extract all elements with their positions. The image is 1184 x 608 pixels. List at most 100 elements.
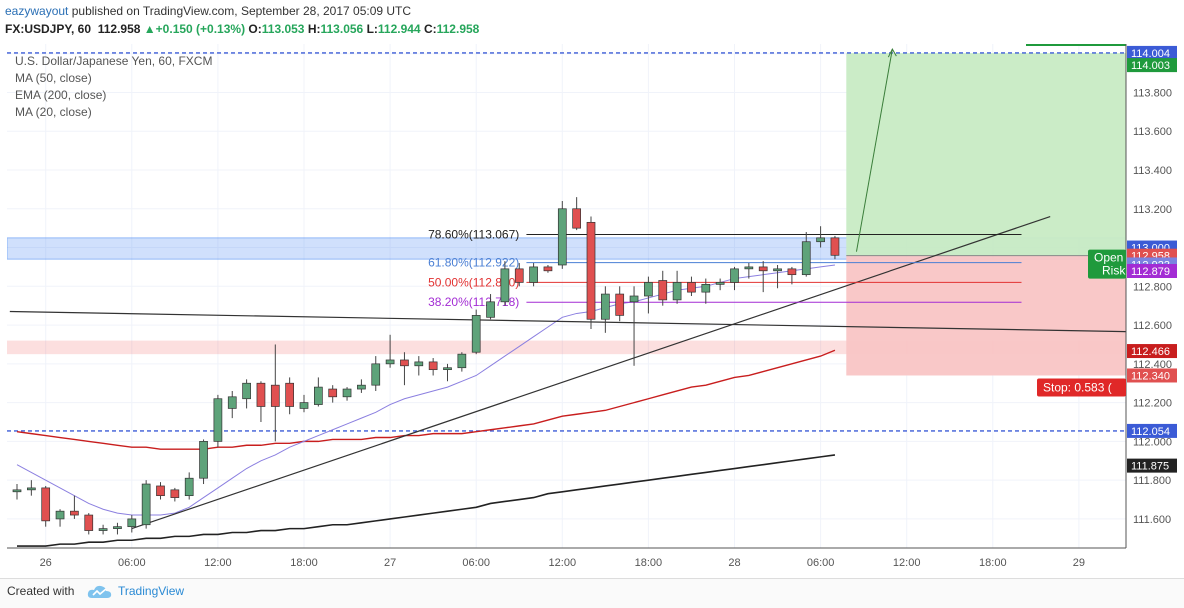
candle	[199, 439, 208, 485]
candle-body	[672, 282, 682, 301]
price-label-text: 114.003	[1131, 60, 1170, 72]
price-tick-label: 113.400	[1133, 165, 1172, 177]
projection-arrow	[855, 49, 893, 252]
candle-body	[98, 528, 108, 531]
candle-body	[658, 280, 668, 301]
candle	[744, 263, 754, 279]
candle-body	[314, 386, 323, 405]
price-label-text: 111.875	[1131, 461, 1169, 473]
price-tick-label: 111.600	[1133, 514, 1171, 526]
price-label-box: 112.054	[1127, 423, 1177, 438]
candle	[127, 515, 137, 533]
candle-body	[299, 402, 309, 409]
candle	[12, 484, 22, 500]
projection-arrowhead	[887, 48, 897, 58]
candle-body	[342, 388, 352, 398]
candle-body	[328, 388, 338, 398]
time-tick-label: 06:00	[462, 557, 490, 569]
time-tick-label: 18:00	[635, 557, 663, 569]
time-tick-label: 12:00	[549, 557, 577, 569]
price-tick-label: 113.800	[1133, 87, 1172, 99]
price-label-box: 112.879	[1127, 263, 1177, 278]
plot-area: 78.60%(113.067) 61.80%(112.922) 50.00%(112…	[7, 44, 1126, 548]
time-tick-label: 18:00	[290, 557, 318, 569]
time-tick-label: 12:00	[893, 557, 921, 569]
candle-body	[70, 510, 79, 516]
candle-body	[127, 518, 137, 528]
price-tick-label: 113.200	[1133, 204, 1172, 216]
price-label-text: 114.004	[1131, 48, 1170, 60]
candle	[557, 201, 567, 269]
low-value: 112.944	[377, 22, 421, 36]
time-tick-label: 26	[40, 557, 52, 569]
candle	[658, 270, 668, 306]
high-value: 113.056	[320, 22, 364, 36]
candle	[500, 261, 510, 306]
time-tick-label: 27	[384, 557, 396, 569]
candle	[801, 232, 811, 277]
candle	[514, 263, 524, 287]
candle	[629, 286, 639, 366]
candle-body	[629, 295, 639, 303]
candle	[328, 385, 338, 403]
stop-label: Stop: 0.583 (	[1043, 380, 1112, 394]
candle-body	[600, 293, 610, 320]
price-label-text: 112.054	[1131, 426, 1170, 438]
candle-body	[701, 284, 711, 293]
candle	[113, 522, 122, 535]
price-label-box: 114.003	[1127, 58, 1177, 72]
candle-body	[41, 487, 51, 522]
price-label-box: 111.875	[1127, 458, 1177, 473]
candle	[41, 485, 51, 527]
candle-body	[400, 359, 409, 367]
candle-body	[285, 382, 294, 407]
price-tick-label: 112.200	[1133, 398, 1172, 410]
candle	[170, 487, 180, 502]
chart-legend: U.S. Dollar/Japanese Yen, 60, FXCM MA (5…	[15, 53, 212, 121]
candle-body	[156, 485, 165, 497]
candle	[486, 294, 495, 320]
candle-body	[816, 237, 825, 243]
low-label: L:	[366, 22, 378, 36]
price-label-bg	[1127, 368, 1177, 383]
fib-level-label: 61.80%(112.922)	[428, 256, 519, 270]
time-tick-label: 28	[728, 557, 740, 569]
candle-body	[644, 282, 653, 297]
author-link[interactable]: eazywayout	[5, 4, 69, 18]
time-tick-label: 29	[1073, 557, 1085, 569]
candle	[644, 276, 653, 314]
price-tick-label: 112.000	[1133, 436, 1172, 448]
price-tick-label: 111.800	[1133, 475, 1171, 487]
candle	[687, 276, 696, 296]
candle-body	[213, 398, 223, 442]
candle-body	[730, 268, 739, 283]
candle-body	[443, 367, 452, 371]
price-label-box: 112.466	[1127, 344, 1177, 359]
candle-body	[371, 363, 381, 386]
candle	[84, 513, 94, 535]
candle-body	[787, 268, 797, 276]
candle	[227, 390, 237, 419]
candle	[543, 264, 553, 273]
candle-body	[687, 282, 696, 293]
candle	[141, 480, 151, 529]
candle-body	[557, 208, 567, 266]
candle-body	[227, 396, 237, 409]
price-chart[interactable]: 78.60%(113.067) 61.80%(112.922) 50.00%(112…	[0, 0, 1184, 578]
candle	[184, 472, 194, 500]
trend-line	[131, 215, 1051, 530]
fib-level-label: 38.20%(112.718)	[428, 295, 519, 309]
candle-body	[586, 221, 596, 320]
candle	[428, 358, 438, 376]
tradingview-link[interactable]: TradingView	[118, 584, 185, 598]
price-tick-label: 112.600	[1133, 320, 1172, 332]
created-with-text: Created with	[7, 584, 75, 598]
time-tick-label: 12:00	[204, 557, 232, 569]
candle-body	[170, 489, 180, 498]
candle	[27, 480, 36, 496]
symbol-name[interactable]: FX:USDJPY, 60	[5, 22, 92, 36]
candle	[730, 266, 739, 291]
ma50-line	[17, 454, 836, 547]
candle-body	[457, 353, 467, 369]
